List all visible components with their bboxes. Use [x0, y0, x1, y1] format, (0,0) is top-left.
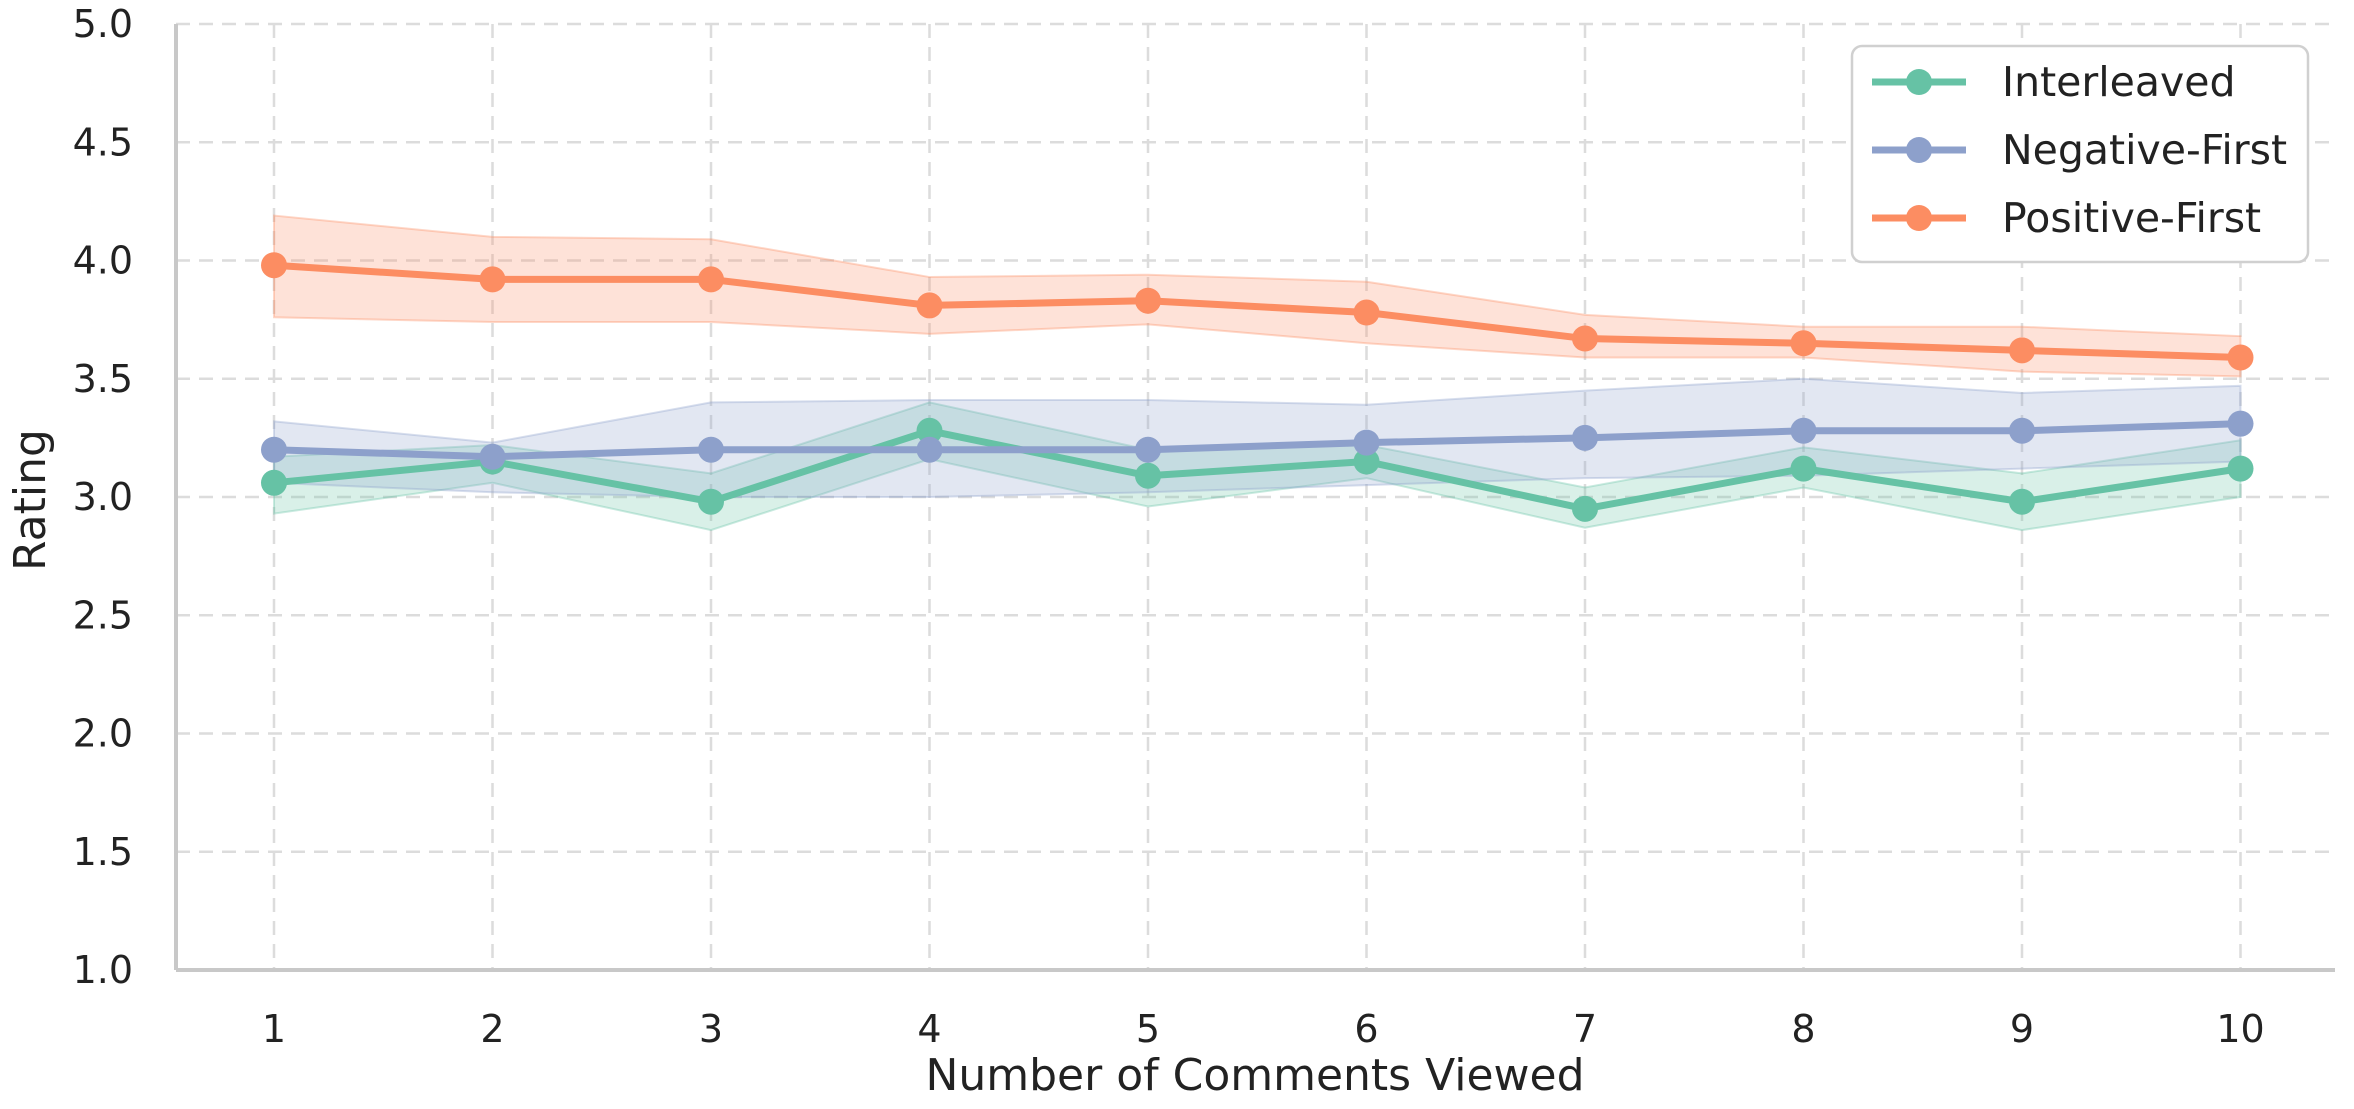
- y-tick-label: 4.5: [73, 120, 133, 164]
- negative-first-data-point: [698, 436, 724, 463]
- interleaved-data-point: [1135, 462, 1161, 489]
- interleaved-data-point: [916, 417, 943, 444]
- positive-first-data-point: [261, 252, 287, 279]
- interleaved-data-point: [261, 469, 287, 496]
- y-tick-label: 4.0: [73, 239, 133, 283]
- interleaved-data-point: [2009, 488, 2035, 515]
- negative-first-data-point: [479, 443, 506, 470]
- positive-first-data-point: [2227, 344, 2254, 371]
- positive-first-data-point: [1790, 330, 1817, 357]
- positive-first-legend-marker: [1906, 205, 1932, 231]
- positive-first-legend-label: Positive-First: [2002, 194, 2261, 242]
- x-tick-label: 1: [262, 1007, 286, 1051]
- y-tick-label: 3.5: [73, 357, 133, 401]
- interleaved-data-point: [698, 488, 724, 515]
- x-tick-label: 3: [699, 1007, 723, 1051]
- x-tick-label: 7: [1573, 1007, 1597, 1051]
- legend-frame: [1850, 44, 2310, 264]
- interleaved-data-point: [1790, 455, 1817, 482]
- positive-first-data-point: [698, 266, 724, 293]
- y-tick-label: 1.0: [73, 948, 133, 992]
- negative-first-data-point: [916, 436, 943, 463]
- negative-first-data-point: [2009, 417, 2035, 444]
- interleaved-series-line: [273, 427, 2242, 513]
- legend: Interleaved Negative-First Positive-First: [1850, 44, 2310, 264]
- negative-first-legend-label: Negative-First: [2002, 126, 2287, 174]
- x-tick-label: 5: [1136, 1007, 1160, 1051]
- y-tick-label: 2.5: [73, 593, 133, 637]
- negative-first-series-line: [273, 420, 2241, 461]
- y-tick-label: 3.0: [73, 475, 133, 519]
- negative-first-data-point: [1353, 429, 1380, 456]
- interleaved-data-point: [1572, 495, 1598, 522]
- positive-first-data-point: [916, 292, 943, 319]
- x-tick-label: 4: [917, 1007, 941, 1051]
- negative-first-legend-marker: [1906, 137, 1932, 163]
- x-tick-label: 9: [2010, 1007, 2034, 1051]
- x-tick-label: 8: [1791, 1007, 1815, 1051]
- y-tick-label: 1.5: [73, 830, 133, 874]
- negative-first-data-point: [1572, 424, 1598, 451]
- positive-first-series-line: [273, 261, 2241, 361]
- positive-first-data-point: [479, 266, 506, 293]
- y-axis-title: Rating: [5, 429, 56, 571]
- interleaved-legend-label: Interleaved: [2002, 58, 2236, 106]
- positive-first-confidence-band: [273, 214, 2242, 378]
- positive-first-data-point: [1572, 325, 1598, 352]
- y-tick-label: 2.0: [73, 712, 133, 756]
- negative-first-data-point: [1135, 436, 1161, 463]
- positive-first-data-point: [1135, 287, 1161, 314]
- y-tick-label: 5.0: [73, 2, 133, 46]
- x-axis-title: Number of Comments Viewed: [925, 1050, 1584, 1101]
- x-tick-label: 2: [480, 1007, 504, 1051]
- negative-first-data-point: [2227, 410, 2254, 437]
- interleaved-data-point: [2227, 455, 2254, 482]
- x-tick-label: 10: [2216, 1007, 2264, 1051]
- positive-first-data-point: [2009, 337, 2035, 364]
- x-tick-label: 6: [1354, 1007, 1378, 1051]
- negative-first-data-point: [1790, 417, 1817, 444]
- interleaved-legend-marker: [1906, 69, 1932, 95]
- negative-first-data-point: [261, 436, 287, 463]
- interleaved-data-point: [1353, 448, 1380, 475]
- positive-first-data-point: [1353, 299, 1380, 326]
